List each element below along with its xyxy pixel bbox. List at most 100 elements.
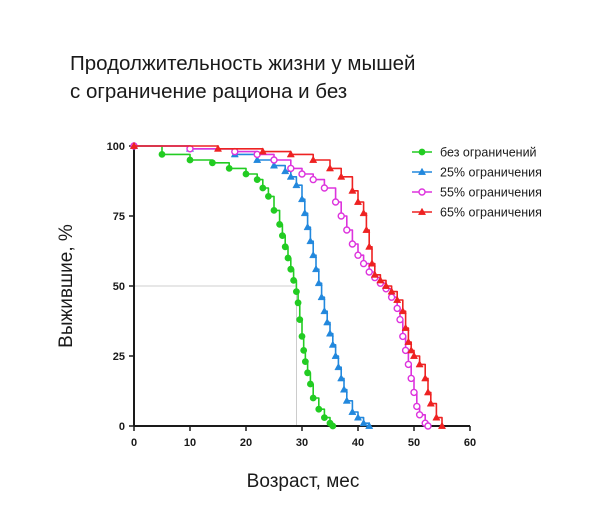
data-point	[421, 374, 430, 382]
data-point	[407, 374, 415, 383]
data-point	[348, 407, 357, 415]
data-point	[320, 306, 329, 315]
data-point	[334, 362, 343, 371]
data-point	[315, 405, 323, 413]
y-tick-label: 100	[107, 141, 125, 153]
data-point	[365, 268, 373, 276]
data-point	[432, 413, 441, 421]
series-layer	[129, 141, 447, 430]
x-tick-label: 50	[408, 437, 420, 449]
x-axis-label: Возраст, мес	[247, 471, 360, 492]
data-point	[309, 394, 317, 402]
data-point	[370, 270, 379, 278]
data-point	[294, 299, 302, 307]
legend-item-1: без ограничений	[412, 146, 537, 160]
data-point	[399, 332, 407, 341]
data-point	[342, 396, 351, 404]
data-point	[387, 287, 396, 295]
reference-lines	[134, 285, 297, 426]
data-point	[286, 172, 295, 180]
data-point	[287, 164, 295, 173]
data-point	[362, 225, 371, 233]
data-point	[297, 194, 307, 203]
data-point	[404, 337, 413, 345]
data-point	[401, 346, 410, 355]
legend-label: 65% ограничения	[440, 206, 542, 220]
x-tick-label: 30	[296, 437, 308, 449]
data-point	[365, 421, 374, 429]
data-point	[343, 226, 351, 234]
data-point	[365, 242, 374, 250]
data-point	[423, 388, 433, 396]
data-point	[270, 156, 278, 164]
legend-label: 55% ограничения	[440, 186, 542, 200]
x-tick-label: 0	[131, 437, 137, 449]
legend-label: 25% ограничения	[440, 166, 542, 180]
data-point	[208, 159, 216, 167]
x-tick-label: 60	[464, 437, 476, 449]
data-point	[424, 422, 432, 430]
data-point	[328, 340, 337, 348]
data-point	[290, 276, 298, 284]
chart-title-line-1: Продолжительность жизни у мышей	[70, 52, 416, 75]
legend-marker	[417, 207, 427, 215]
data-point	[281, 243, 289, 251]
legend-item-4: 65% ограничения	[412, 206, 542, 220]
legend-marker	[417, 167, 427, 175]
data-point	[398, 306, 407, 315]
data-point	[354, 251, 362, 259]
data-point	[276, 220, 284, 228]
data-point	[404, 360, 413, 369]
data-point	[264, 192, 272, 200]
chart-title: Продолжительность жизни у мышей с ограни…	[70, 50, 416, 106]
data-point	[286, 150, 295, 158]
data-point	[281, 166, 290, 175]
y-tick-label: 75	[113, 211, 125, 223]
legend-label: без ограничений	[440, 146, 537, 160]
data-point	[396, 315, 404, 324]
data-point	[300, 346, 308, 354]
data-point	[242, 170, 250, 178]
data-point	[329, 422, 337, 430]
data-point	[278, 232, 286, 240]
legend-marker	[418, 148, 426, 156]
data-point	[331, 351, 340, 359]
data-point	[287, 265, 295, 273]
data-point	[306, 380, 314, 388]
data-point	[270, 206, 278, 214]
legend-marker	[418, 188, 426, 196]
legend-item-2: 25% ограничения	[412, 166, 542, 180]
data-point	[303, 222, 312, 231]
data-point	[401, 323, 410, 331]
data-point	[186, 156, 194, 164]
data-point	[337, 374, 346, 382]
data-point	[309, 155, 318, 163]
data-point	[309, 175, 317, 184]
data-point	[415, 411, 424, 419]
data-point	[317, 292, 326, 301]
data-point	[306, 236, 315, 245]
data-point	[376, 276, 385, 284]
data-point	[437, 421, 447, 429]
data-point	[359, 418, 368, 427]
data-point	[298, 332, 306, 340]
x-tick-label: 10	[184, 437, 196, 449]
data-point	[387, 293, 396, 301]
data-point	[309, 250, 318, 259]
data-point	[409, 351, 419, 359]
data-point	[314, 278, 323, 287]
data-point	[323, 318, 332, 326]
data-point	[292, 180, 301, 189]
data-point	[253, 176, 261, 184]
legend: без ограничений 25% ограничения 55% ограни…	[412, 146, 542, 220]
x-tick-label: 40	[352, 437, 364, 449]
data-point	[298, 170, 306, 178]
data-point	[225, 164, 233, 172]
data-point	[311, 264, 321, 273]
data-point	[353, 197, 363, 205]
axes: 0 10 20 30 40 50 60 0 25 50 75 100	[107, 141, 476, 449]
data-point	[325, 329, 335, 337]
data-point	[407, 346, 416, 354]
legend-item-3: 55% ограничения	[412, 186, 542, 200]
